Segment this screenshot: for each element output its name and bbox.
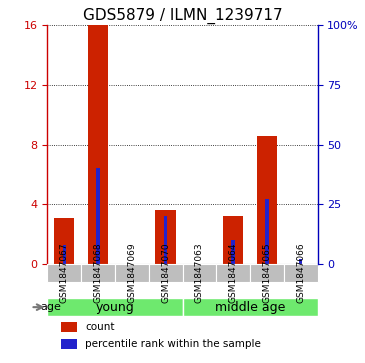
Text: GSM1847066: GSM1847066 (296, 243, 305, 303)
Bar (182, 264, 216, 282)
Text: percentile rank within the sample: percentile rank within the sample (85, 339, 261, 348)
Bar (182, 298, 318, 316)
Text: GSM1847064: GSM1847064 (228, 243, 238, 303)
Text: GSM1847070: GSM1847070 (161, 243, 170, 303)
Bar (149, 264, 182, 282)
Text: count: count (85, 322, 115, 333)
Text: middle age: middle age (215, 301, 285, 314)
Text: GSM1847063: GSM1847063 (195, 243, 204, 303)
Bar (54, 218, 74, 264)
Bar (216, 264, 250, 282)
Bar (47, 298, 182, 316)
Bar (96, 168, 100, 264)
Bar (250, 264, 284, 282)
Text: GSM1847068: GSM1847068 (93, 243, 103, 303)
Bar (81, 264, 115, 282)
Bar (284, 264, 318, 282)
Bar (265, 200, 269, 264)
Bar (299, 259, 303, 264)
Text: GSM1847067: GSM1847067 (60, 243, 69, 303)
Bar (231, 240, 235, 264)
Bar (223, 216, 243, 264)
Text: GSM1847065: GSM1847065 (262, 243, 272, 303)
Bar (61, 339, 77, 348)
Bar (164, 216, 168, 264)
Text: GSM1847069: GSM1847069 (127, 243, 137, 303)
Bar (61, 322, 77, 333)
Bar (62, 245, 66, 264)
Bar (155, 210, 176, 264)
Text: young: young (96, 301, 134, 314)
Title: GDS5879 / ILMN_1239717: GDS5879 / ILMN_1239717 (83, 8, 282, 24)
Bar (115, 264, 149, 282)
Bar (47, 264, 81, 282)
Bar (88, 25, 108, 264)
Bar (257, 136, 277, 264)
Text: age: age (41, 302, 62, 312)
